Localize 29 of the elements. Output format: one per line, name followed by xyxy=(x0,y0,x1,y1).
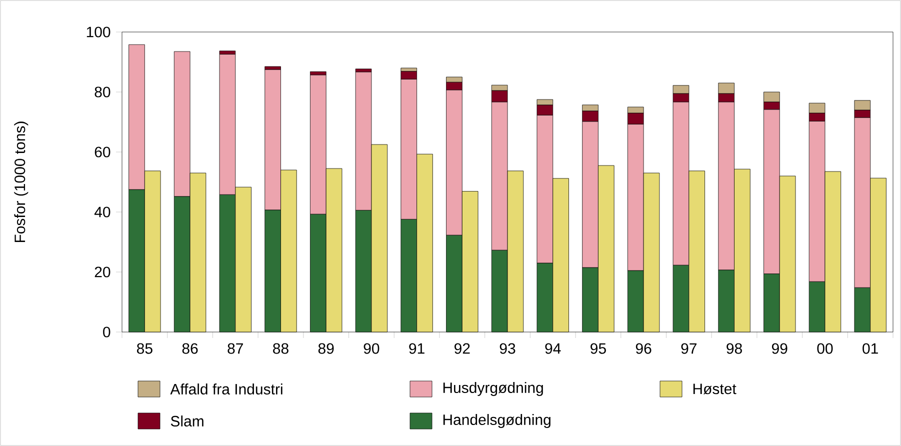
x-tick-label: 97 xyxy=(681,343,697,354)
x-tick-label: 87 xyxy=(228,343,243,354)
y-tick-label: 60 xyxy=(94,146,110,158)
legend-label: Affald fra Industri xyxy=(170,383,282,395)
y-tick-label: 80 xyxy=(94,86,110,98)
x-tick-label: 01 xyxy=(862,343,878,354)
x-tick-label: 94 xyxy=(545,343,561,354)
x-tick-label: 92 xyxy=(454,343,470,354)
x-tick-label: 89 xyxy=(318,343,334,354)
y-tick-label: 0 xyxy=(103,326,110,338)
x-tick-label: 90 xyxy=(364,343,380,354)
x-tick-label: 91 xyxy=(409,343,424,354)
x-tick-label: 99 xyxy=(772,343,788,354)
x-tick-label: 98 xyxy=(726,343,742,354)
x-tick-label: 95 xyxy=(590,343,606,354)
x-tick-label: 85 xyxy=(136,343,152,354)
y-tick-label: 100 xyxy=(86,26,110,38)
x-tick-label: 88 xyxy=(273,343,288,354)
legend-label: Høstet xyxy=(693,384,736,394)
x-tick-label: 93 xyxy=(500,343,516,354)
y-tick-label: 20 xyxy=(94,266,110,278)
y-axis-title: Fosfor (1000 tons) xyxy=(14,122,28,242)
legend-label: Handelsgødning xyxy=(443,414,550,428)
x-tick-label: 00 xyxy=(817,343,833,354)
y-tick-label: 40 xyxy=(94,206,110,218)
x-tick-label: 96 xyxy=(636,343,652,354)
legend-label: Husdyrgødning xyxy=(443,382,543,396)
x-tick-label: 86 xyxy=(182,343,198,354)
legend-label: Slam xyxy=(170,415,204,426)
